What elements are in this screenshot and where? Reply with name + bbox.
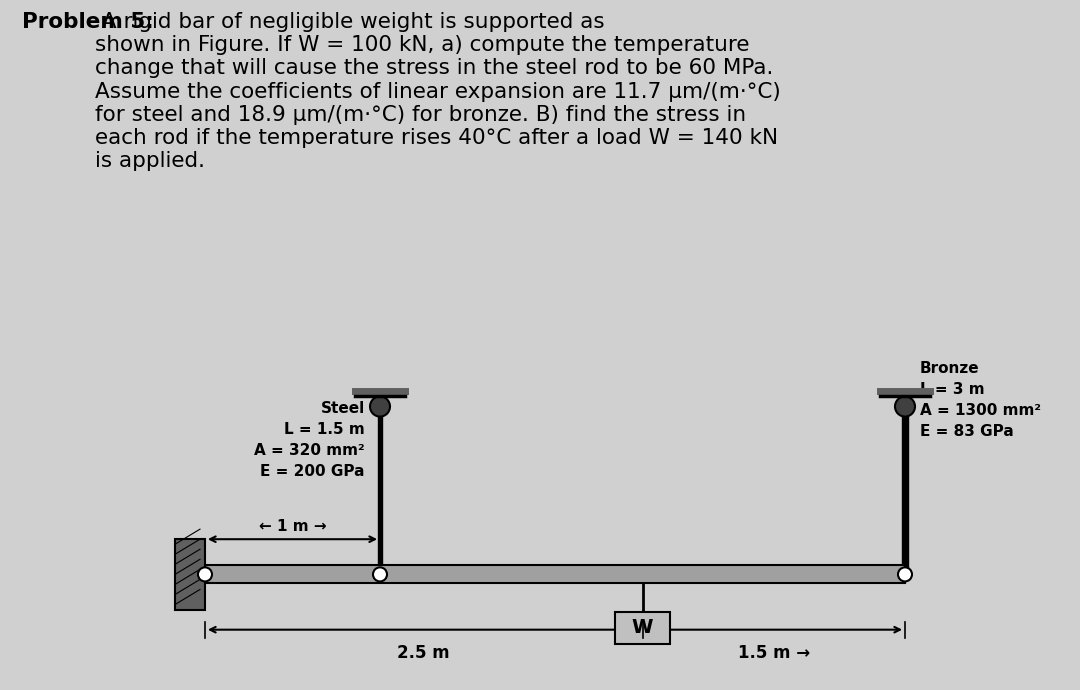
Text: Bronze
L = 3 m
A = 1300 mm²
E = 83 GPa: Bronze L = 3 m A = 1300 mm² E = 83 GPa <box>920 361 1041 439</box>
Bar <box>205 565 905 584</box>
Circle shape <box>370 397 390 417</box>
Circle shape <box>373 567 387 582</box>
Bar <box>615 611 670 644</box>
Text: 1.5 m →: 1.5 m → <box>738 644 810 662</box>
Circle shape <box>198 567 212 582</box>
Bar <box>378 406 382 571</box>
Text: W: W <box>632 618 653 637</box>
Bar <box>902 406 908 571</box>
Circle shape <box>895 397 915 417</box>
Text: Problem 5:: Problem 5: <box>22 12 153 32</box>
Circle shape <box>897 567 912 582</box>
Text: 2.5 m: 2.5 m <box>397 644 450 662</box>
Text: A rigid bar of negligible weight is supported as
shown in Figure. If W = 100 kN,: A rigid bar of negligible weight is supp… <box>95 12 781 171</box>
Text: ← 1 m →: ← 1 m → <box>259 519 326 534</box>
Text: Steel
L = 1.5 m
A = 320 mm²
E = 200 GPa: Steel L = 1.5 m A = 320 mm² E = 200 GPa <box>255 401 365 479</box>
Bar <box>175 539 205 609</box>
